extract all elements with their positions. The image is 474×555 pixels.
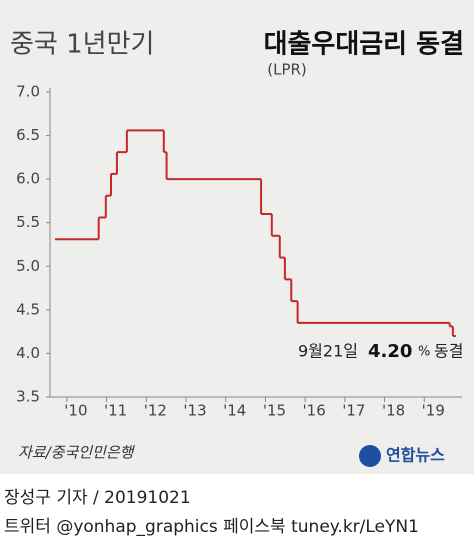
- y-tick-label: 4.5: [16, 300, 40, 318]
- annotation-unit: %: [418, 345, 430, 360]
- x-tick-label: '19: [422, 402, 445, 420]
- social: 트위터 @yonhap_graphics 페이스북 tuney.kr/LeYN1: [4, 517, 419, 537]
- chart-title-bold: 대출우대금리 동결: [264, 30, 464, 60]
- logo-icon: [359, 445, 381, 467]
- y-tick-label: 5.5: [16, 213, 40, 231]
- y-tick-label: 5.0: [16, 257, 40, 275]
- annotation-text: 동결: [434, 342, 463, 361]
- logo: 연합뉴스: [386, 446, 445, 465]
- chart-background: [0, 0, 474, 474]
- x-tick-label: '14: [223, 402, 246, 420]
- x-tick-label: '18: [382, 402, 405, 420]
- y-tick-label: 4.0: [16, 344, 40, 362]
- x-tick-label: '10: [64, 402, 87, 420]
- y-tick-label: 6.0: [16, 170, 40, 188]
- y-tick-label: 6.5: [16, 126, 40, 144]
- source: 자료/중국인민은행: [18, 444, 136, 462]
- x-tick-label: '11: [104, 402, 127, 420]
- annotation: 9월21일 4.20 % 동결: [298, 341, 463, 362]
- x-tick-label: '15: [263, 402, 286, 420]
- y-tick-label: 3.5: [16, 388, 40, 406]
- x-tick-label: '16: [303, 402, 326, 420]
- subtitle: (LPR): [267, 61, 307, 79]
- byline: 장성구 기자 / 20191021: [4, 488, 191, 508]
- x-tick-label: '17: [342, 402, 365, 420]
- x-tick-label: '12: [144, 402, 167, 420]
- y-tick-label: 7.0: [16, 83, 40, 101]
- annotation-value: 4.20: [368, 341, 412, 362]
- chart-title: 중국 1년만기: [10, 30, 154, 60]
- annotation-date: 9월21일: [298, 342, 358, 361]
- x-tick-label: '13: [183, 402, 206, 420]
